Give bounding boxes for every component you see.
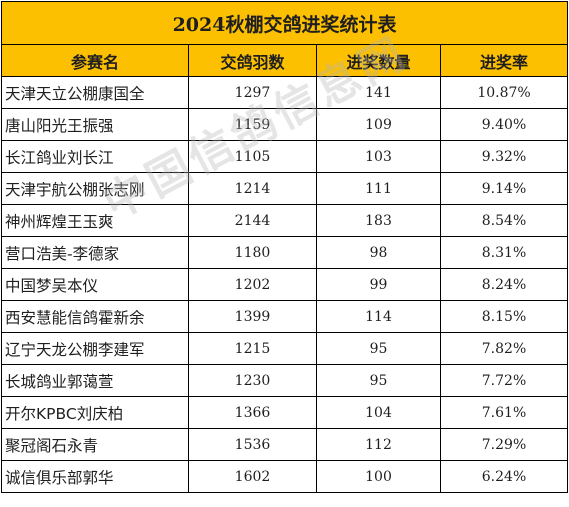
cell-entrant-name: 中国梦吴本仪: [1, 268, 189, 301]
cell-pigeon-count: 1105: [188, 140, 317, 173]
cell-pigeon-count: 1230: [188, 364, 317, 397]
cell-prize-count: 98: [316, 236, 441, 269]
cell-entrant-name: 天津天立公棚康国全: [1, 76, 189, 109]
cell-prize-count: 103: [316, 140, 441, 173]
cell-pigeon-count: 1536: [188, 428, 317, 461]
cell-prize-rate: 8.15%: [439, 300, 569, 333]
cell-prize-rate: 9.32%: [439, 140, 569, 173]
cell-entrant-name: 天津宇航公棚张志刚: [1, 172, 189, 205]
cell-prize-rate: 7.61%: [439, 396, 569, 429]
cell-prize-rate: 8.31%: [439, 236, 569, 269]
cell-prize-rate: 7.72%: [439, 364, 569, 397]
cell-entrant-name: 长江鸽业刘长江: [1, 140, 189, 173]
cell-pigeon-count: 1215: [188, 332, 317, 365]
table-title: 2024秋棚交鸽进奖统计表: [0, 1, 569, 45]
cell-pigeon-count: 1366: [188, 396, 317, 429]
title-row: 2024秋棚交鸽进奖统计表: [0, 1, 569, 45]
cell-prize-count: 111: [316, 172, 441, 205]
header-row: 参赛名 交鸽羽数 进奖数量 进奖率: [1, 44, 569, 77]
pigeon-prize-table: 2024秋棚交鸽进奖统计表 参赛名 交鸽羽数 进奖数量 进奖率 天津天立公棚康国…: [0, 1, 569, 493]
cell-pigeon-count: 1180: [188, 236, 317, 269]
table-row: 开尔KPBC刘庆柏 1366 104 7.61%: [1, 396, 569, 429]
cell-prize-rate: 8.24%: [439, 268, 569, 301]
table-row: 聚冠阁石永青 1536 112 7.29%: [1, 428, 569, 461]
header-name: 参赛名: [1, 44, 189, 77]
cell-pigeon-count: 1399: [188, 300, 317, 333]
table-row: 天津宇航公棚张志刚 1214 111 9.14%: [1, 172, 569, 205]
cell-prize-rate: 7.29%: [439, 428, 569, 461]
cell-prize-count: 112: [316, 428, 441, 461]
table-row: 西安慧能信鸽霍新余 1399 114 8.15%: [1, 300, 569, 333]
header-pigeons: 交鸽羽数: [188, 44, 317, 77]
table-row: 诚信俱乐部郭华 1602 100 6.24%: [1, 460, 569, 493]
header-prizes: 进奖数量: [316, 44, 441, 77]
table-row: 长江鸽业刘长江 1105 103 9.32%: [1, 140, 569, 173]
cell-pigeon-count: 2144: [188, 204, 317, 237]
table-row: 营口浩美-李德家 1180 98 8.31%: [1, 236, 569, 269]
cell-prize-count: 109: [316, 108, 441, 141]
cell-prize-rate: 7.82%: [439, 332, 569, 365]
cell-prize-count: 141: [316, 76, 441, 109]
cell-prize-count: 183: [316, 204, 441, 237]
table-row: 中国梦吴本仪 1202 99 8.24%: [1, 268, 569, 301]
cell-entrant-name: 营口浩美-李德家: [1, 236, 189, 269]
cell-prize-rate: 10.87%: [439, 76, 569, 109]
table-row: 辽宁天龙公棚李建军 1215 95 7.82%: [1, 332, 569, 365]
header-rate: 进奖率: [439, 44, 569, 77]
table-row: 长城鸽业郭蔼萱 1230 95 7.72%: [1, 364, 569, 397]
cell-pigeon-count: 1159: [188, 108, 317, 141]
cell-entrant-name: 开尔KPBC刘庆柏: [1, 396, 189, 429]
cell-entrant-name: 西安慧能信鸽霍新余: [1, 300, 189, 333]
cell-prize-count: 95: [316, 332, 441, 365]
cell-entrant-name: 长城鸽业郭蔼萱: [1, 364, 189, 397]
cell-prize-rate: 9.14%: [439, 172, 569, 205]
cell-prize-count: 100: [316, 460, 441, 493]
table-row: 天津天立公棚康国全 1297 141 10.87%: [1, 76, 569, 109]
cell-prize-count: 95: [316, 364, 441, 397]
cell-prize-count: 114: [316, 300, 441, 333]
cell-prize-count: 99: [316, 268, 441, 301]
cell-entrant-name: 辽宁天龙公棚李建军: [1, 332, 189, 365]
cell-pigeon-count: 1214: [188, 172, 317, 205]
table-row: 神州辉煌王玉爽 2144 183 8.54%: [1, 204, 569, 237]
cell-prize-rate: 6.24%: [439, 460, 569, 493]
cell-prize-rate: 8.54%: [439, 204, 569, 237]
cell-pigeon-count: 1602: [188, 460, 317, 493]
cell-pigeon-count: 1202: [188, 268, 317, 301]
table-row: 唐山阳光王振强 1159 109 9.40%: [1, 108, 569, 141]
cell-entrant-name: 诚信俱乐部郭华: [1, 460, 189, 493]
cell-prize-rate: 9.40%: [439, 108, 569, 141]
cell-entrant-name: 聚冠阁石永青: [1, 428, 189, 461]
cell-prize-count: 104: [316, 396, 441, 429]
cell-entrant-name: 唐山阳光王振强: [1, 108, 189, 141]
cell-pigeon-count: 1297: [188, 76, 317, 109]
cell-entrant-name: 神州辉煌王玉爽: [1, 204, 189, 237]
